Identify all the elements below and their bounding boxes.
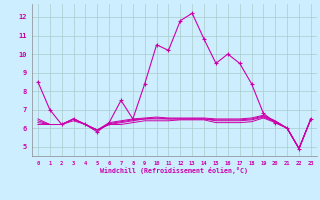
X-axis label: Windchill (Refroidissement éolien,°C): Windchill (Refroidissement éolien,°C) [100, 167, 248, 174]
